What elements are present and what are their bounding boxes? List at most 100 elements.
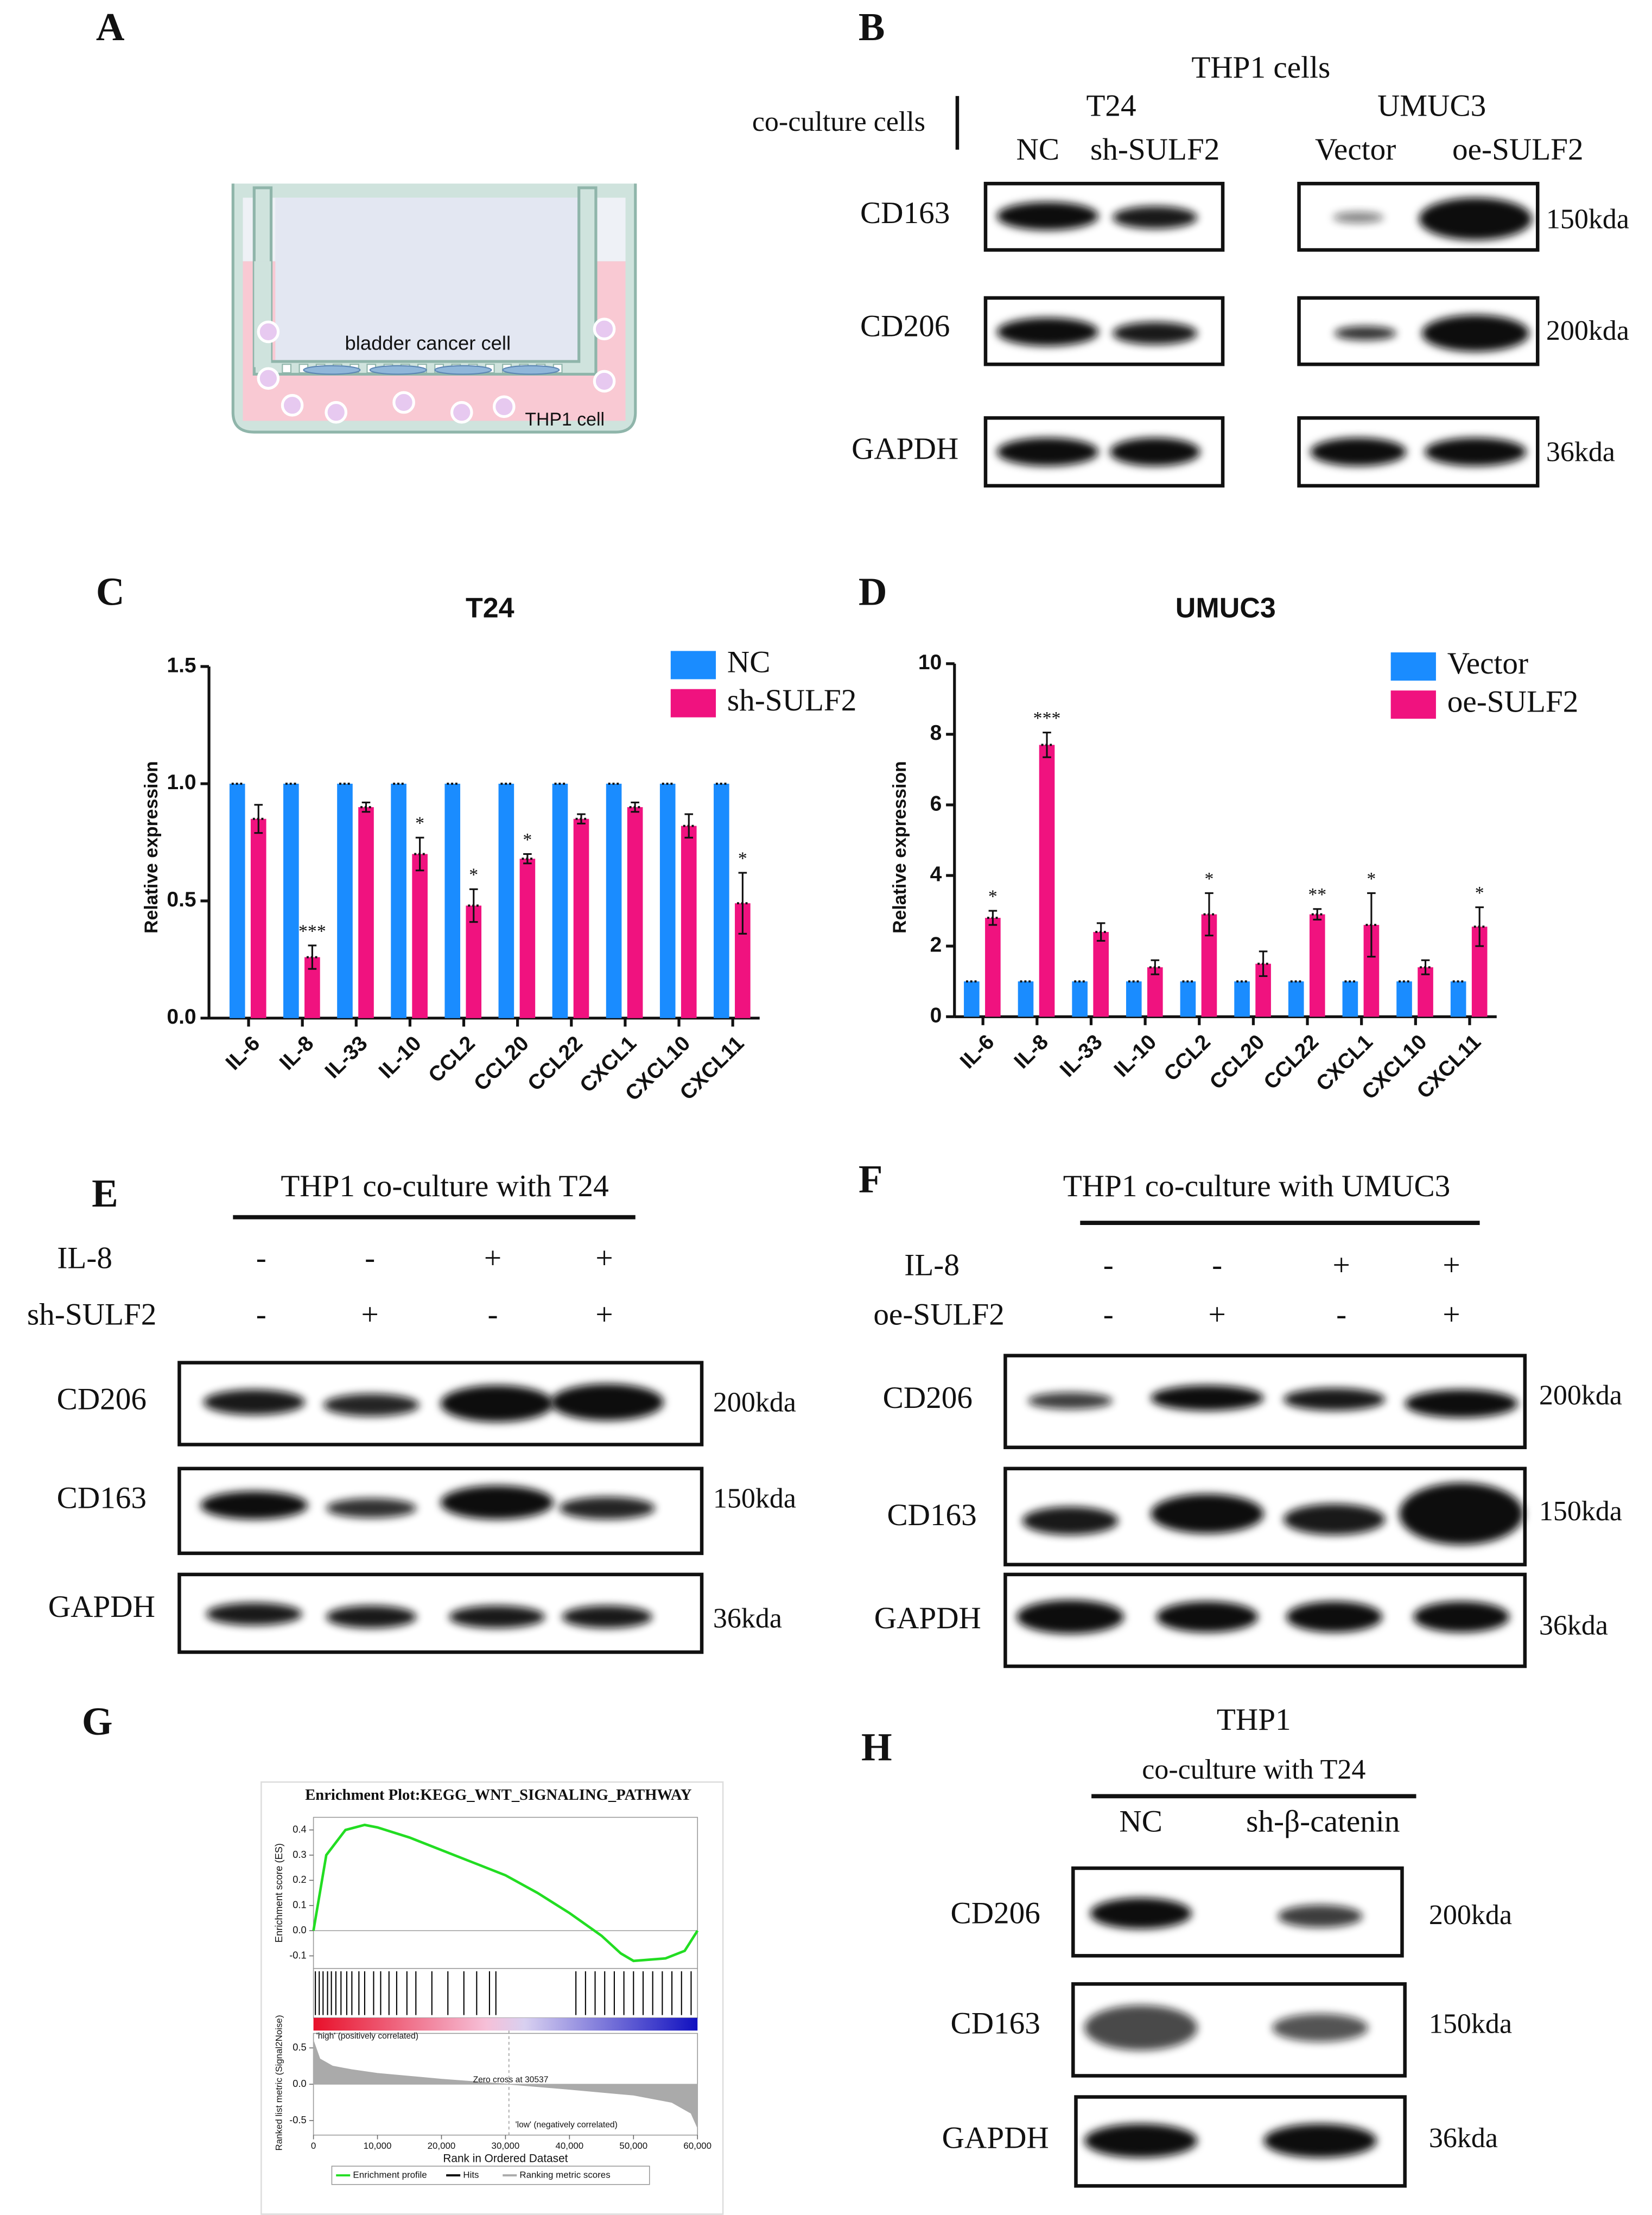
lane-label: NC: [1119, 1805, 1162, 1839]
size-label: 36kda: [1429, 2123, 1498, 2154]
significance: *: [1205, 869, 1214, 889]
legend-swatch: [1390, 690, 1436, 719]
condition-sign: +: [1443, 1248, 1460, 1282]
bar: [573, 818, 589, 1018]
bar: [519, 859, 536, 1018]
y2-tick-label: 0.0: [293, 2078, 306, 2089]
blot-band: [1113, 322, 1198, 345]
lane-label: Vector: [1315, 132, 1396, 167]
es-curve: [312, 1823, 699, 1963]
condition-label: IL-8: [904, 1248, 960, 1282]
bar: [1072, 981, 1088, 1017]
significance: *: [415, 814, 424, 834]
bar: [337, 783, 353, 1018]
bar: [1396, 981, 1412, 1017]
y2-tick-label: -0.5: [289, 2115, 306, 2125]
condition-sign: -: [256, 1298, 266, 1332]
bar: [1126, 981, 1142, 1017]
blot-band: [449, 1605, 545, 1628]
significance: *: [1475, 883, 1484, 903]
legend-swatch: [670, 651, 716, 680]
blot-band: [1425, 437, 1527, 466]
bar: [1018, 981, 1034, 1017]
lane-label: oe-SULF2: [1452, 132, 1584, 167]
protein-label: GAPDH: [942, 2121, 1049, 2155]
condition-sign: -: [1103, 1248, 1114, 1282]
size-label: 150kda: [713, 1483, 796, 1514]
significance: ***: [1033, 708, 1061, 728]
x-tick-label: 20,000: [428, 2141, 456, 2151]
panel-label: F: [859, 1157, 883, 1201]
y2-tick-label: 0.5: [293, 2042, 306, 2053]
blot-band: [1413, 1601, 1510, 1633]
panel-label: H: [861, 1725, 892, 1769]
significance: **: [1308, 885, 1326, 905]
chart-title: UMUC3: [1176, 593, 1276, 624]
legend-label: Enrichment profile: [353, 2169, 427, 2180]
condition-sign: -: [1103, 1298, 1114, 1332]
blot-band: [1334, 326, 1397, 341]
x-tick-label: 50,000: [619, 2141, 647, 2151]
blot-band: [1084, 2005, 1198, 2051]
panel-label: G: [82, 1699, 113, 1743]
y-tick-label: 2: [930, 933, 942, 956]
condition-sign: +: [1332, 1248, 1350, 1282]
blot-band: [1283, 1503, 1386, 1535]
significance: ***: [298, 921, 326, 941]
blot-band: [1016, 1600, 1124, 1634]
bar: [1342, 981, 1358, 1017]
blot-band: [550, 1383, 664, 1421]
x-tick-label: 0: [311, 2141, 316, 2151]
panel-label: E: [92, 1171, 118, 1215]
condition-label: oe-SULF2: [873, 1298, 1005, 1332]
blot-subtitle: co-culture with T24: [1142, 1754, 1365, 1785]
size-label: 36kda: [1539, 1610, 1608, 1641]
blot-title: THP1 co-culture with UMUC3: [1063, 1169, 1451, 1203]
significance: *: [469, 865, 478, 885]
blot-band: [1283, 1388, 1386, 1411]
bar: [412, 854, 428, 1018]
protein-label: CD206: [860, 309, 950, 343]
bar: [444, 783, 461, 1018]
plot-frame: [260, 1781, 724, 2215]
y-tick-label: 6: [930, 792, 942, 815]
significance: *: [988, 886, 997, 906]
blot-band: [1405, 1389, 1518, 1418]
diagram-label: THP1 cell: [525, 409, 605, 430]
group-label: UMUC3: [1377, 88, 1486, 123]
size-label: 200kda: [1539, 1380, 1622, 1411]
y-tick-label: 1.0: [167, 771, 196, 794]
condition-sign: -: [487, 1298, 498, 1332]
metric-area: [313, 2040, 698, 2128]
legend-swatch: [670, 689, 716, 718]
blot-band: [323, 1393, 420, 1417]
x-tick-label: 10,000: [364, 2141, 392, 2151]
legend-label: NC: [727, 645, 771, 680]
bar: [1234, 981, 1250, 1017]
y-tick-label: 4: [930, 862, 942, 886]
bar: [1450, 981, 1466, 1017]
x-tick-label: 40,000: [556, 2141, 584, 2151]
protein-label: GAPDH: [852, 432, 958, 466]
significance: *: [523, 830, 532, 850]
y2-axis-label: Ranked list metric (Signal2Noise): [274, 2015, 284, 2151]
legend-frame: [331, 2166, 650, 2185]
y-tick-label: -0.1: [289, 1950, 306, 1960]
y-tick-label: 0.2: [293, 1874, 306, 1885]
protein-label: GAPDH: [48, 1590, 155, 1624]
y-tick-label: 0: [930, 1004, 942, 1027]
blot-band: [996, 202, 1099, 231]
blot-band: [1272, 2014, 1369, 2042]
significance: *: [1367, 869, 1376, 889]
legend-label: Vector: [1447, 646, 1528, 681]
lane-label: sh-β-catenin: [1246, 1805, 1400, 1839]
bar: [681, 826, 697, 1018]
protein-label: GAPDH: [874, 1601, 981, 1635]
blot-band: [440, 1485, 554, 1520]
bar: [358, 807, 374, 1018]
bar: [1180, 981, 1196, 1017]
bar: [498, 783, 514, 1018]
size-label: 36kda: [713, 1603, 782, 1634]
x-tick-label: 30,000: [492, 2141, 520, 2151]
